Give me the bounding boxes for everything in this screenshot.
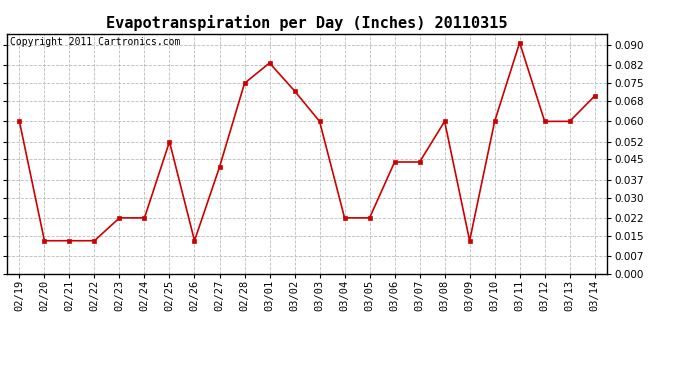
Title: Evapotranspiration per Day (Inches) 20110315: Evapotranspiration per Day (Inches) 2011… xyxy=(106,15,508,31)
Text: Copyright 2011 Cartronics.com: Copyright 2011 Cartronics.com xyxy=(10,38,180,47)
